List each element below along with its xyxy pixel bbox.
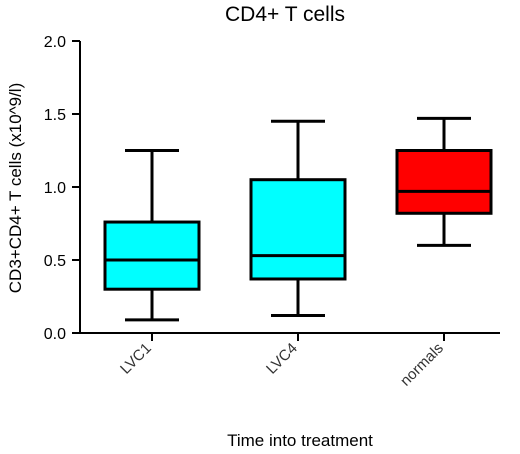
box-lvc1 bbox=[103, 149, 201, 322]
x-axis: LVC1 LVC4 normals bbox=[80, 332, 500, 390]
iqr-box bbox=[249, 178, 347, 281]
box-lvc4 bbox=[249, 119, 347, 317]
iqr-box bbox=[395, 149, 493, 215]
x-tick-label: LVC1 bbox=[117, 340, 155, 378]
chart-title: CD4+ T cells bbox=[225, 3, 345, 26]
iqr-box bbox=[103, 220, 201, 291]
y-tick-label: 2.0 bbox=[44, 34, 66, 51]
x-tick-label: normals bbox=[397, 340, 447, 390]
y-axis: 0.0 0.5 1.0 1.5 2.0 bbox=[44, 34, 81, 343]
y-axis-label: CD3+CD4+ T cells (x10^9/l) bbox=[6, 83, 25, 293]
y-tick-label: 0.5 bbox=[44, 253, 66, 270]
x-axis-label: Time into treatment bbox=[227, 431, 373, 450]
y-tick-label: 0.0 bbox=[44, 326, 66, 343]
box-series bbox=[103, 116, 493, 322]
box-normals bbox=[395, 116, 493, 247]
x-tick-label: LVC4 bbox=[263, 340, 301, 378]
y-tick-label: 1.5 bbox=[44, 107, 66, 124]
y-tick-label: 1.0 bbox=[44, 180, 66, 197]
